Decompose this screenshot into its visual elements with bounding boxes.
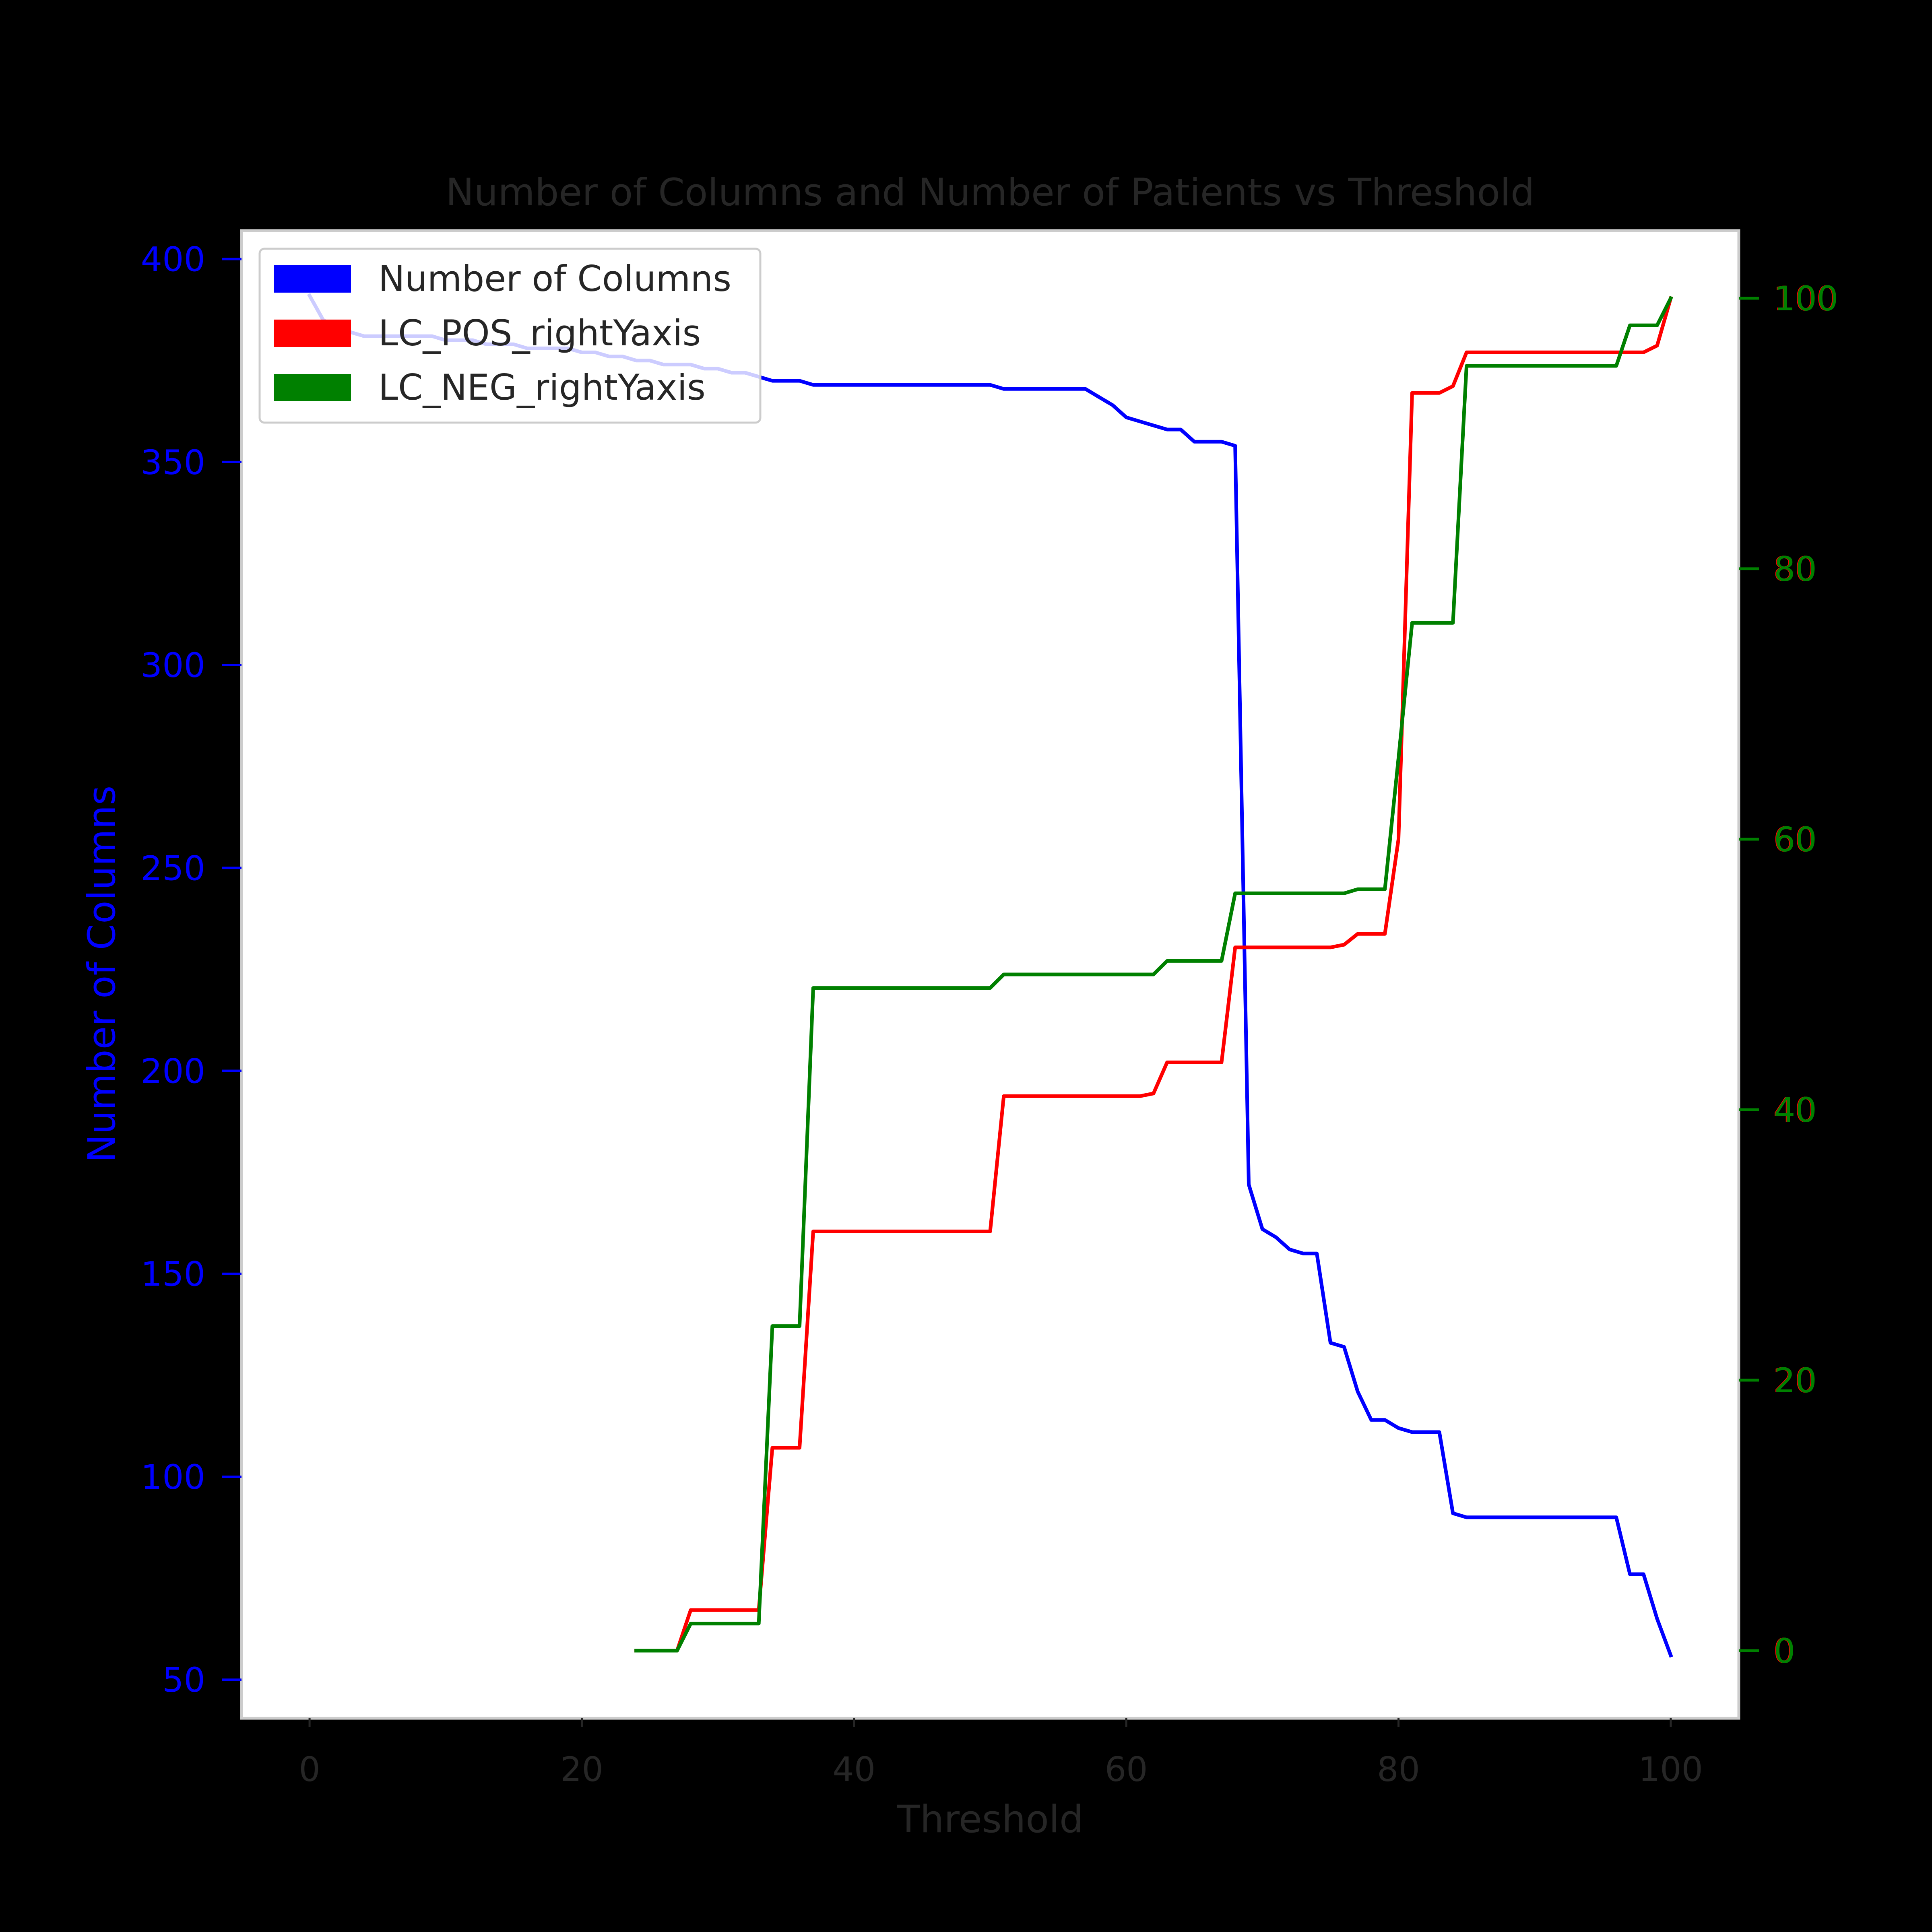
y-left-tick-label: 350: [141, 443, 205, 482]
x-tick-label: 60: [1105, 1750, 1148, 1789]
legend: Number of Columns LC_POS_rightYaxis LC_NEG…: [258, 248, 762, 424]
chart-title: Number of Columns and Number of Patients…: [446, 171, 1534, 215]
y-left-tick-label: 400: [141, 240, 205, 279]
y-right-tick-label: 100: [1773, 279, 1837, 318]
legend-swatch: [274, 320, 351, 347]
y-right-tick-label: 40: [1774, 1090, 1817, 1130]
y-left-tick-label: 100: [141, 1457, 205, 1497]
legend-box: [258, 248, 762, 424]
y-right-tick-label: 80: [1773, 549, 1816, 589]
x-axis-label: Threshold: [896, 1798, 1083, 1841]
y-right-tick-label: 0: [1773, 1631, 1794, 1671]
y-right-tick-label: 60: [1773, 820, 1816, 859]
x-tick-label: 100: [1639, 1750, 1703, 1789]
plot-frame: [240, 229, 1740, 1720]
y-left-tick-label: 150: [141, 1255, 205, 1294]
y-axis-label: Number of Columns: [80, 786, 124, 1163]
y-right-tick-label: 20: [1774, 1361, 1817, 1400]
y-left-tick-label: 200: [141, 1052, 205, 1091]
y-left-tick-label: 50: [162, 1660, 205, 1700]
y-right-tick-label: 0: [1774, 1631, 1795, 1671]
legend-swatch: [274, 265, 351, 293]
x-tick-label: 80: [1377, 1750, 1420, 1789]
x-tick-label: 40: [832, 1750, 875, 1789]
series-line-3: [634, 295, 1673, 1653]
plot-area: [242, 231, 1739, 1718]
y-right-tick-label: 60: [1774, 820, 1817, 859]
legend-label: Number of Columns: [378, 258, 731, 299]
y-right-tick-label: 20: [1773, 1361, 1816, 1400]
y-right-tick-label: 40: [1773, 1090, 1816, 1130]
y-left-tick-label: 250: [141, 848, 205, 888]
legend-swatch: [274, 374, 351, 401]
y-right-tick-label: 80: [1774, 549, 1817, 589]
x-tick-label: 20: [560, 1750, 603, 1789]
x-tick-label: 0: [299, 1750, 320, 1789]
legend-label: LC_POS_rightYaxis: [378, 312, 701, 354]
series-line-2: [634, 296, 1673, 1653]
y-left-tick-label: 300: [141, 646, 205, 685]
y-right-tick-label: 100: [1774, 279, 1838, 318]
legend-label: LC_NEG_rightYaxis: [378, 367, 706, 408]
